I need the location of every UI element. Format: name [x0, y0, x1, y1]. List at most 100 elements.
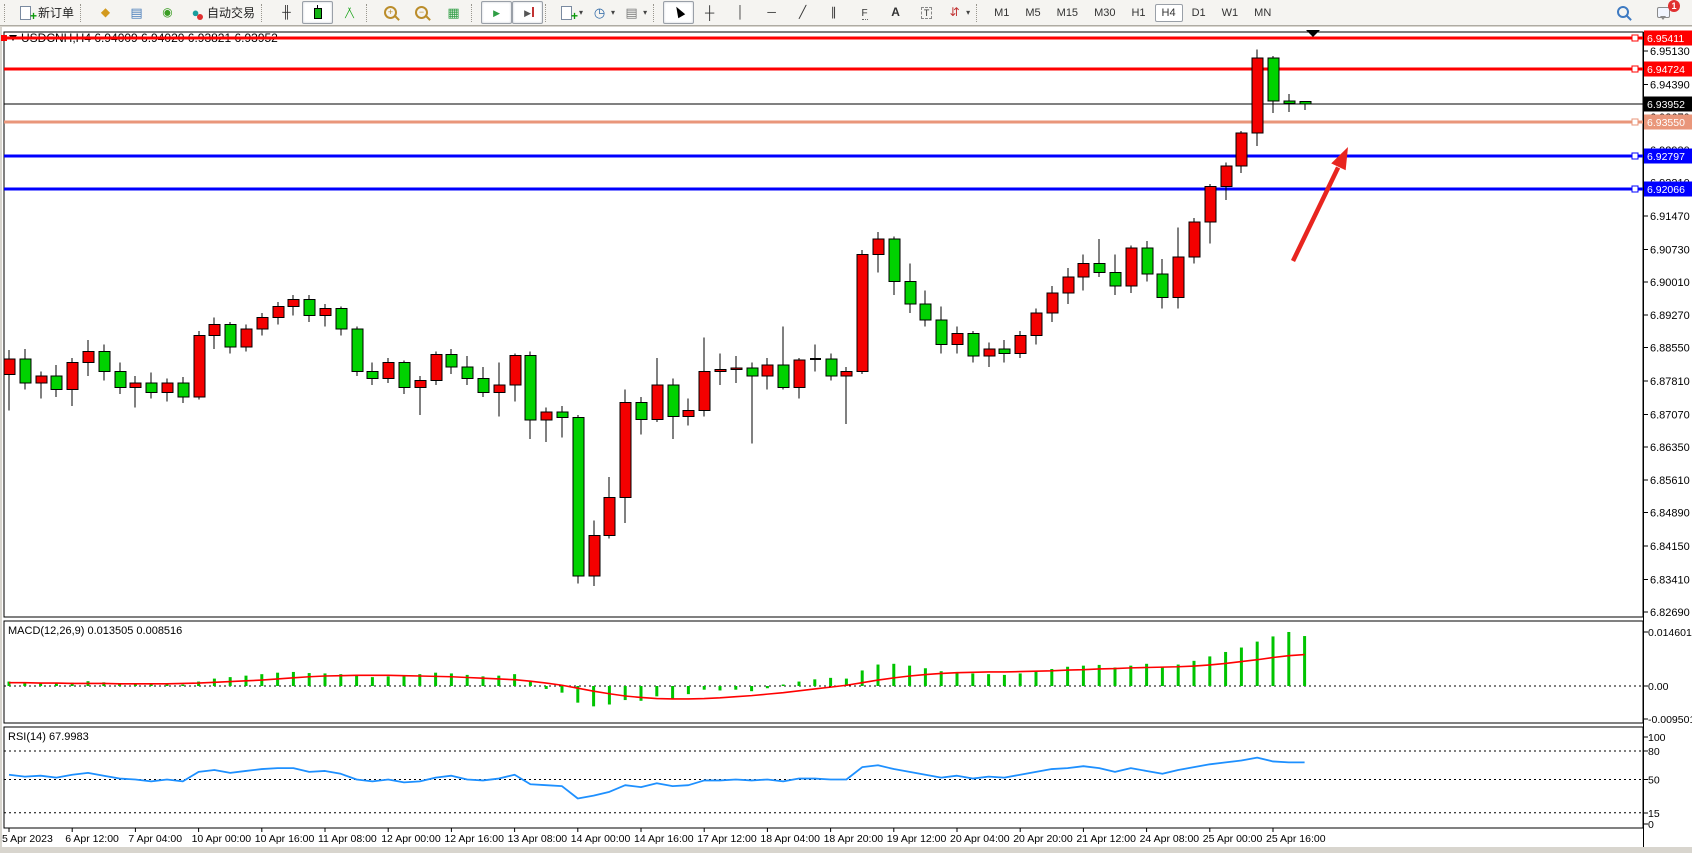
timeframe-D1[interactable]: D1	[1191, 6, 1206, 19]
price-tick-label: 6.83410	[1650, 574, 1690, 586]
notification-badge: 1	[1668, 0, 1680, 12]
time-label: 14 Apr 00:00	[571, 833, 631, 845]
candle	[145, 382, 158, 393]
candle-doji	[810, 357, 821, 360]
price-tick-label: 6.89270	[1650, 310, 1690, 322]
equidistant-channel-button[interactable]	[818, 1, 849, 24]
signals-button[interactable]	[152, 1, 183, 24]
price-badge-6.93550: 6.93550	[1644, 114, 1692, 130]
line-right-handle[interactable]	[1631, 152, 1639, 160]
zoom-out-button[interactable]	[407, 1, 438, 24]
timeframe-M30[interactable]: M30	[1094, 6, 1116, 19]
line-right-handle[interactable]	[1631, 65, 1639, 73]
price-tick-label: 6.91470	[1650, 211, 1690, 223]
macd-indicator: MACD(12,26,9) 0.013505 0.008516	[4, 625, 1643, 707]
horizontal-line-button[interactable]	[756, 1, 787, 24]
price-badge-6.95411: 6.95411	[1644, 30, 1692, 46]
autotrading-button[interactable]: 自动交易	[183, 1, 259, 24]
indicators-button[interactable]: ▾	[555, 1, 587, 24]
line-right-handle[interactable]	[1631, 34, 1639, 42]
time-label: 7 Apr 04:00	[128, 833, 182, 845]
timeframe-M1[interactable]: M1	[994, 6, 1010, 19]
line-right-handle[interactable]	[1631, 118, 1639, 126]
trend-line-button[interactable]	[787, 1, 818, 24]
templates-button[interactable]: ▾	[619, 1, 651, 24]
chat-button[interactable]: 1	[1649, 0, 1680, 24]
candle	[1109, 271, 1122, 287]
price-badge-bg	[1644, 96, 1692, 112]
text-label-button[interactable]	[911, 1, 942, 24]
price-tick-label: 6.87070	[1650, 409, 1690, 421]
candle	[493, 384, 506, 393]
candle	[872, 238, 885, 255]
bar-chart-button[interactable]	[271, 1, 302, 24]
price-badge-6.94724: 6.94724	[1644, 61, 1692, 77]
timeframe-M15[interactable]: M15	[1056, 6, 1079, 19]
search-button[interactable]	[1608, 1, 1639, 24]
price-badge-bg	[1644, 114, 1692, 130]
price-badge-bg	[1644, 61, 1692, 77]
candle	[1188, 221, 1201, 258]
data-window-button[interactable]	[121, 1, 152, 24]
candle	[1299, 101, 1312, 105]
chevron-down-icon: ▾	[966, 8, 971, 17]
price-tick-label: 6.84150	[1650, 541, 1690, 553]
market-watch-button[interactable]	[90, 1, 121, 24]
line-right-handle[interactable]	[1631, 185, 1639, 193]
timeframe-H4[interactable]: H4	[1154, 3, 1183, 22]
text-button[interactable]	[880, 1, 911, 24]
timeframe-MN[interactable]: MN	[1254, 6, 1272, 19]
macd-axis-label: -0.009501	[1648, 714, 1692, 726]
arrows-button[interactable]: ▾	[942, 1, 974, 24]
time-label: 14 Apr 16:00	[634, 833, 694, 845]
tile-windows-button[interactable]	[438, 1, 469, 24]
price-tick-label: 6.94390	[1650, 79, 1690, 91]
time-label: 5 Apr 2023	[2, 833, 53, 845]
candle	[761, 364, 774, 377]
fibonacci-button[interactable]	[849, 1, 880, 24]
zoom-in-button[interactable]	[376, 1, 407, 24]
cursor-button[interactable]	[663, 1, 695, 24]
time-label: 18 Apr 04:00	[760, 833, 820, 845]
candle	[430, 353, 443, 382]
time-axis[interactable]: 5 Apr 2023 6 Apr 12:00 7 Apr 04:00 10 Apr 0…	[2, 828, 1326, 845]
toolbar: 新订单 自动交易 ▾ ▾ ▾ ▾ M1 M5 M15 M30 H1 H4 D1 W1 MN 1	[0, 0, 1692, 26]
candle	[3, 358, 16, 376]
market-watch-icon	[97, 5, 114, 20]
time-label: 10 Apr 16:00	[255, 833, 315, 845]
zoom-in-icon	[383, 5, 400, 20]
candlestick-chart-button[interactable]	[302, 1, 334, 24]
candle	[1172, 256, 1185, 299]
new-order-label: 新订单	[38, 6, 75, 20]
chart-shift-button[interactable]	[512, 1, 544, 24]
time-label: 25 Apr 16:00	[1266, 833, 1326, 845]
line-chart-button[interactable]	[333, 1, 364, 24]
vertical-line-button[interactable]	[725, 1, 756, 24]
rsi-axis-label: 80	[1648, 746, 1660, 758]
candle	[1204, 186, 1217, 223]
candle	[888, 238, 901, 282]
rsi-panel[interactable]	[3, 726, 1644, 829]
price-tick-label: 6.87810	[1650, 376, 1690, 388]
candle	[967, 333, 980, 357]
candle	[951, 333, 964, 345]
main-chart-panel[interactable]	[3, 31, 1644, 618]
new-order-button[interactable]: 新订单	[14, 1, 78, 24]
periods-button[interactable]: ▾	[587, 1, 619, 24]
timeframe-H1[interactable]: H1	[1131, 6, 1146, 19]
candle	[287, 298, 300, 308]
autotrading-label: 自动交易	[207, 6, 256, 20]
price-badge-text: 6.93952	[1647, 99, 1685, 111]
hlines-group	[4, 36, 1643, 191]
auto-scroll-button[interactable]	[481, 1, 513, 24]
timeframe-W1[interactable]: W1	[1221, 6, 1239, 19]
price-badge-6.93952: 6.93952	[1644, 96, 1692, 112]
trend-arrow[interactable]	[1290, 147, 1348, 262]
macd-panel[interactable]	[3, 620, 1644, 724]
timeframe-M5[interactable]: M5	[1025, 6, 1041, 19]
templates-icon	[623, 5, 640, 20]
candlesticks	[3, 49, 1312, 587]
crosshair-button[interactable]	[694, 1, 725, 24]
cursor-icon	[670, 5, 687, 20]
